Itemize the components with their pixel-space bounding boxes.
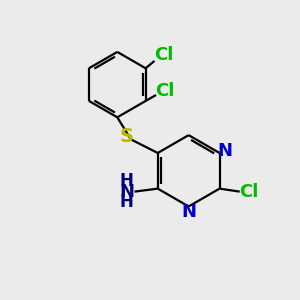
Text: N: N	[181, 203, 196, 221]
Text: H: H	[120, 193, 134, 211]
Text: Cl: Cl	[154, 46, 173, 64]
Text: N: N	[218, 142, 232, 160]
Text: Cl: Cl	[240, 183, 259, 201]
Text: S: S	[119, 127, 134, 146]
Text: H: H	[120, 172, 134, 190]
Text: N: N	[119, 183, 134, 201]
Text: Cl: Cl	[155, 82, 175, 100]
